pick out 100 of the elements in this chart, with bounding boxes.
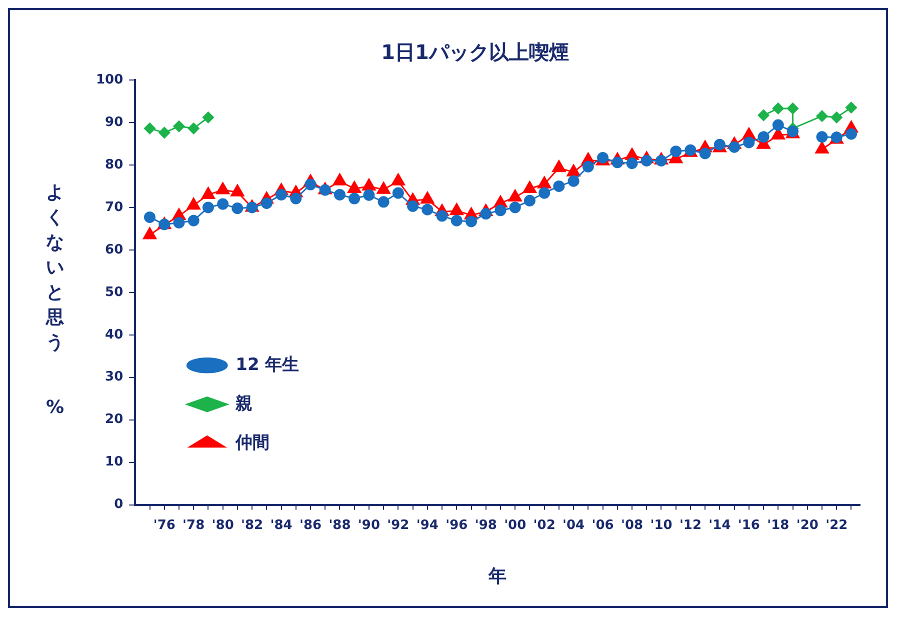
point <box>173 120 185 132</box>
point <box>260 197 272 209</box>
x-tick-label: '16 <box>738 518 760 533</box>
point <box>422 204 434 216</box>
x-tick-label: '78 <box>182 518 205 533</box>
x-tick-label: '82 <box>241 518 264 533</box>
point <box>524 194 536 206</box>
point <box>743 136 755 148</box>
point <box>144 211 156 223</box>
point <box>553 180 565 192</box>
point <box>670 146 682 158</box>
point <box>816 110 828 122</box>
point <box>246 202 258 214</box>
y-tick-label: 100 <box>96 72 124 88</box>
x-tick-label: '86 <box>299 518 322 533</box>
point <box>845 128 857 140</box>
point <box>348 192 360 204</box>
point <box>378 196 390 208</box>
x-tick-label: '08 <box>620 518 644 533</box>
x-tick-label: '02 <box>533 518 556 533</box>
x-tick-label: '90 <box>358 518 380 533</box>
x-tick-label: '14 <box>708 518 731 533</box>
point <box>582 160 594 172</box>
x-tick-label: '76 <box>153 518 176 533</box>
point <box>230 184 244 196</box>
legend-label: 仲間 <box>234 432 270 453</box>
point <box>144 122 156 134</box>
point <box>334 188 346 200</box>
x-tick-label: '04 <box>562 518 585 533</box>
point <box>392 187 404 199</box>
x-tick-label: '06 <box>592 518 614 533</box>
y-tick-label: 60 <box>105 242 124 258</box>
point <box>568 175 580 187</box>
point <box>362 178 376 190</box>
point <box>319 184 331 196</box>
y-tick-label: 80 <box>105 157 124 172</box>
point <box>566 164 580 176</box>
point <box>376 182 390 194</box>
point <box>188 122 200 134</box>
chart-title: 1日1パック以上喫煙 <box>381 40 569 64</box>
point <box>158 126 170 138</box>
point <box>758 131 770 143</box>
point <box>363 189 375 201</box>
point <box>201 186 216 199</box>
point <box>538 176 552 188</box>
point <box>508 189 522 202</box>
text: よくないと思う % <box>46 182 64 418</box>
legend-label: 親 <box>234 394 253 414</box>
x-axis-title: 年 <box>488 566 507 587</box>
point <box>522 181 537 193</box>
x-tick-label: '18 <box>767 518 790 533</box>
y-tick-label: 30 <box>105 370 124 385</box>
point <box>494 204 506 216</box>
x-tick-label: '22 <box>826 518 848 533</box>
point <box>772 102 784 114</box>
point <box>480 208 492 220</box>
x-tick-label: '80 <box>212 518 234 533</box>
point <box>142 227 157 240</box>
point <box>538 187 550 199</box>
y-tick-label: 10 <box>105 454 124 470</box>
legend-label: 12 年生 <box>236 354 300 375</box>
point <box>290 192 302 204</box>
y-tick-label: 40 <box>105 327 124 342</box>
point <box>450 203 464 216</box>
x-tick-label: '96 <box>446 518 468 533</box>
point <box>815 141 829 154</box>
x-tick-label: '94 <box>416 518 438 533</box>
point <box>232 202 244 214</box>
x-tick-label: '12 <box>679 518 702 533</box>
point <box>202 202 214 214</box>
y-tick-label: 70 <box>105 200 124 215</box>
y-tick-label: 50 <box>105 284 124 300</box>
x-tick-label: '88 <box>328 518 351 533</box>
point <box>612 156 624 168</box>
x-tick-label: '92 <box>387 518 410 533</box>
point <box>348 181 362 193</box>
point <box>626 158 638 170</box>
point <box>816 131 828 143</box>
point <box>640 154 652 166</box>
point <box>407 200 419 212</box>
point <box>772 119 784 131</box>
point <box>830 112 842 124</box>
point <box>728 141 740 153</box>
point <box>216 182 230 194</box>
point <box>466 216 478 228</box>
point <box>158 218 170 230</box>
x-tick-label: '00 <box>504 518 526 533</box>
y-tick-label: 0 <box>114 497 124 512</box>
point <box>202 112 214 124</box>
point <box>304 178 316 190</box>
x-tick-label: '10 <box>650 518 672 533</box>
point <box>188 214 200 226</box>
point <box>276 188 288 200</box>
point <box>787 102 799 114</box>
point <box>552 160 566 172</box>
point <box>450 214 462 226</box>
x-tick-label: '84 <box>270 518 292 533</box>
point <box>420 192 434 204</box>
point <box>391 173 406 186</box>
y-tick-label: 90 <box>105 114 124 130</box>
